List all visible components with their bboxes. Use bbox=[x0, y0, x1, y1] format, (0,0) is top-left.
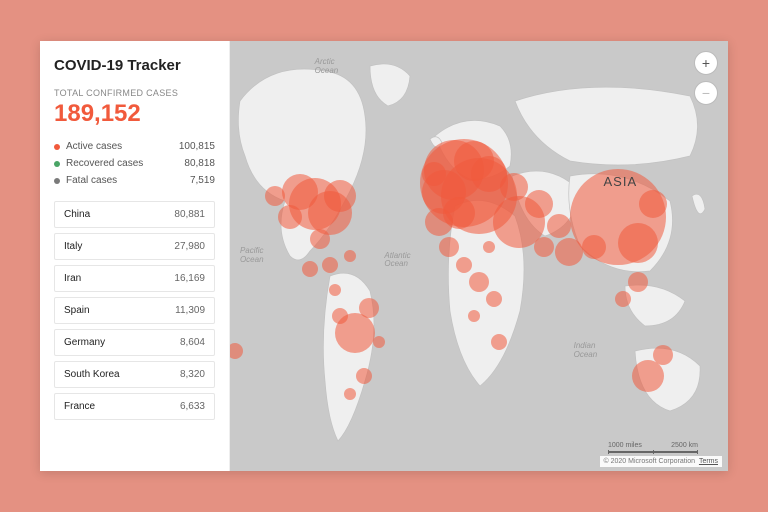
case-bubble[interactable] bbox=[615, 291, 631, 307]
country-value: 11,309 bbox=[175, 305, 205, 316]
country-name: Iran bbox=[64, 273, 81, 284]
country-value: 8,604 bbox=[180, 337, 205, 348]
zoom-controls: + − bbox=[694, 51, 718, 105]
case-bubble[interactable] bbox=[534, 237, 554, 257]
zoom-out-button[interactable]: − bbox=[694, 81, 718, 105]
case-bubble[interactable] bbox=[483, 241, 495, 253]
legend-label: Recovered cases bbox=[66, 158, 143, 169]
country-row[interactable]: China 80,881 bbox=[54, 201, 215, 228]
country-name: Germany bbox=[64, 337, 105, 348]
scale-bar: 1000 miles 2500 km bbox=[608, 442, 698, 453]
attrib-text: © 2020 Microsoft Corporation bbox=[604, 458, 696, 465]
legend-row: Active cases 100,815 bbox=[54, 138, 215, 155]
case-bubble[interactable] bbox=[329, 284, 341, 296]
case-bubble[interactable] bbox=[632, 360, 664, 392]
country-name: France bbox=[64, 401, 95, 412]
tracker-window: COVID-19 Tracker TOTAL CONFIRMED CASES 1… bbox=[40, 41, 728, 471]
case-bubble[interactable] bbox=[525, 190, 553, 218]
minus-icon: − bbox=[702, 85, 710, 101]
legend-row: Fatal cases 7,519 bbox=[54, 172, 215, 189]
country-value: 8,320 bbox=[180, 369, 205, 380]
case-bubble[interactable] bbox=[547, 214, 571, 238]
country-name: China bbox=[64, 209, 90, 220]
case-bubble[interactable] bbox=[653, 345, 673, 365]
sidebar: COVID-19 Tracker TOTAL CONFIRMED CASES 1… bbox=[40, 41, 230, 471]
case-bubble[interactable] bbox=[582, 235, 606, 259]
ocean-label: Pacific Ocean bbox=[240, 247, 264, 265]
country-row[interactable]: Spain 11,309 bbox=[54, 297, 215, 324]
scale-right: 2500 km bbox=[671, 442, 698, 449]
country-value: 27,980 bbox=[174, 241, 205, 252]
country-row[interactable]: Iran 16,169 bbox=[54, 265, 215, 292]
country-name: Spain bbox=[64, 305, 90, 316]
continent-label: ASIA bbox=[604, 174, 638, 189]
legend-value: 100,815 bbox=[179, 141, 215, 152]
case-bubble[interactable] bbox=[439, 237, 459, 257]
app-title: COVID-19 Tracker bbox=[54, 57, 215, 74]
country-value: 16,169 bbox=[174, 273, 205, 284]
map-pane[interactable]: Arctic Ocean Pacific Ocean Atlantic Ocean I… bbox=[230, 41, 728, 471]
case-bubble[interactable] bbox=[278, 205, 302, 229]
case-bubble[interactable] bbox=[302, 261, 318, 277]
case-bubble[interactable] bbox=[500, 173, 528, 201]
country-name: South Korea bbox=[64, 369, 120, 380]
country-row[interactable]: Germany 8,604 bbox=[54, 329, 215, 356]
case-bubble[interactable] bbox=[486, 291, 502, 307]
ocean-label: Indian Ocean bbox=[574, 342, 598, 360]
case-bubble[interactable] bbox=[322, 257, 338, 273]
country-row[interactable]: France 6,633 bbox=[54, 393, 215, 420]
case-bubble[interactable] bbox=[332, 308, 348, 324]
case-bubble[interactable] bbox=[618, 223, 658, 263]
case-bubble[interactable] bbox=[628, 272, 648, 292]
case-bubble[interactable] bbox=[359, 298, 379, 318]
ocean-label: Arctic Ocean bbox=[315, 58, 339, 76]
case-bubble[interactable] bbox=[425, 208, 453, 236]
case-bubble[interactable] bbox=[469, 272, 489, 292]
total-value: 189,152 bbox=[54, 100, 215, 128]
legend-label: Fatal cases bbox=[66, 175, 117, 186]
legend-row: Recovered cases 80,818 bbox=[54, 155, 215, 172]
bubble-layer bbox=[230, 41, 728, 471]
legend-dot-icon bbox=[54, 161, 60, 167]
scale-left: 1000 miles bbox=[608, 442, 642, 449]
case-bubble[interactable] bbox=[344, 388, 356, 400]
legend-value: 7,519 bbox=[190, 175, 215, 186]
case-bubble[interactable] bbox=[373, 336, 385, 348]
country-value: 6,633 bbox=[180, 401, 205, 412]
case-bubble[interactable] bbox=[324, 180, 356, 212]
total-label: TOTAL CONFIRMED CASES bbox=[54, 88, 215, 98]
case-bubble[interactable] bbox=[230, 343, 243, 359]
legend: Active cases 100,815 Recovered cases 80,818… bbox=[54, 138, 215, 189]
legend-label: Active cases bbox=[66, 141, 122, 152]
terms-link[interactable]: Terms bbox=[699, 458, 718, 465]
ocean-label: Atlantic Ocean bbox=[384, 252, 410, 270]
zoom-in-button[interactable]: + bbox=[694, 51, 718, 75]
case-bubble[interactable] bbox=[491, 334, 507, 350]
country-name: Italy bbox=[64, 241, 82, 252]
map-attribution: © 2020 Microsoft Corporation Terms bbox=[600, 456, 723, 467]
legend-value: 80,818 bbox=[184, 158, 215, 169]
legend-dot-icon bbox=[54, 178, 60, 184]
case-bubble[interactable] bbox=[422, 162, 446, 186]
case-bubble[interactable] bbox=[282, 174, 318, 210]
country-row[interactable]: Italy 27,980 bbox=[54, 233, 215, 260]
case-bubble[interactable] bbox=[344, 250, 356, 262]
case-bubble[interactable] bbox=[468, 310, 480, 322]
case-bubble[interactable] bbox=[310, 229, 330, 249]
case-bubble[interactable] bbox=[265, 186, 285, 206]
case-bubble[interactable] bbox=[356, 368, 372, 384]
country-list: China 80,881 Italy 27,980 Iran 16,169 Spain 11,… bbox=[54, 201, 215, 420]
country-value: 80,881 bbox=[174, 209, 205, 220]
plus-icon: + bbox=[702, 55, 710, 71]
legend-dot-icon bbox=[54, 144, 60, 150]
country-row[interactable]: South Korea 8,320 bbox=[54, 361, 215, 388]
case-bubble[interactable] bbox=[555, 238, 583, 266]
case-bubble[interactable] bbox=[639, 190, 667, 218]
case-bubble[interactable] bbox=[456, 257, 472, 273]
